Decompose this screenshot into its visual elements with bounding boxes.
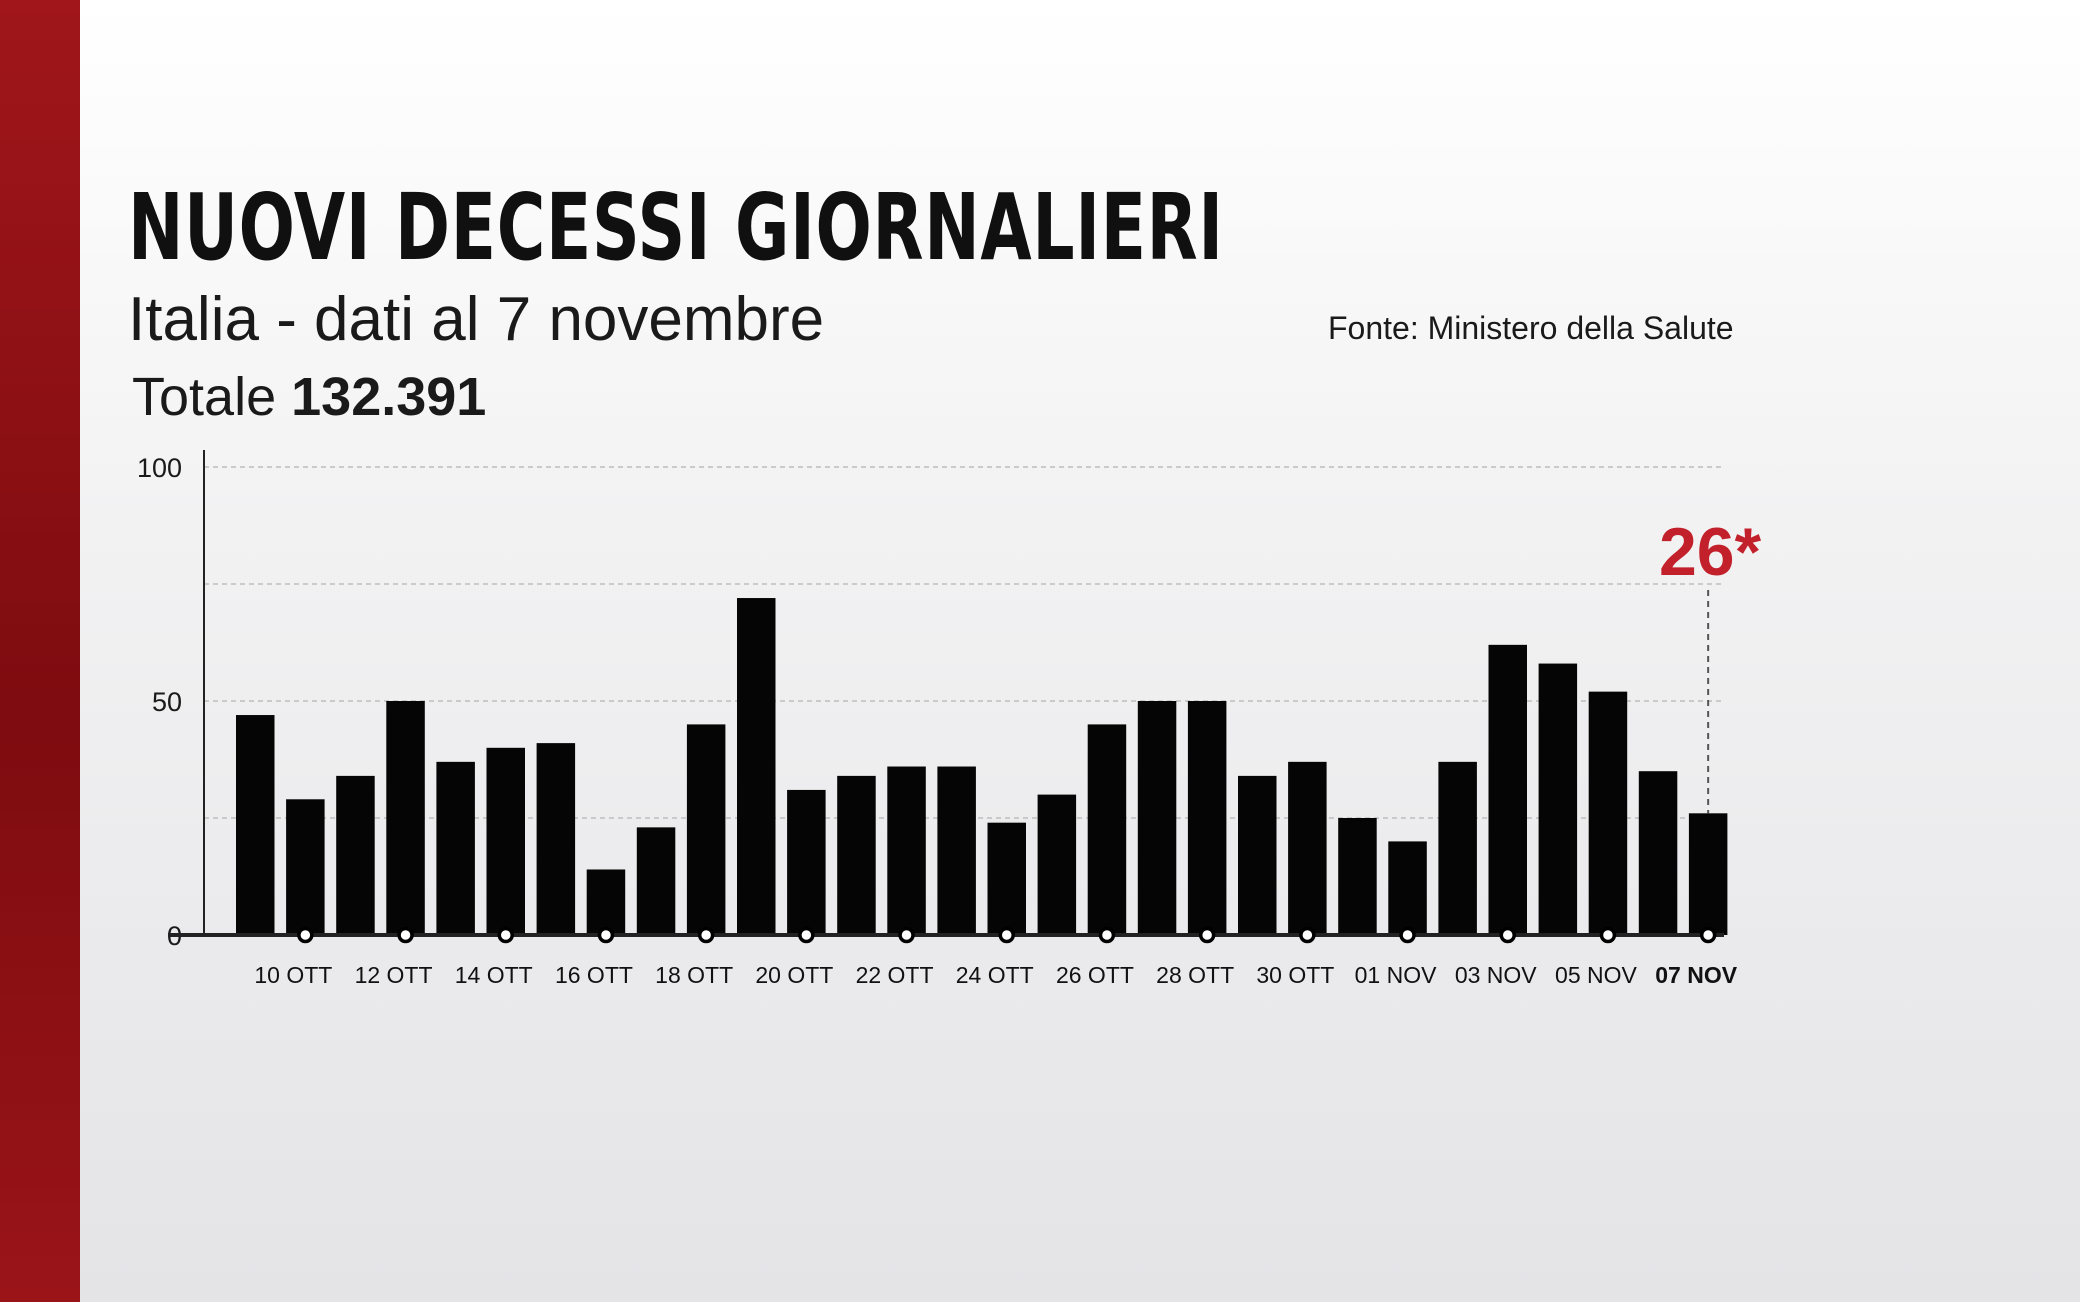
x-tick-label: 18 OTT <box>655 962 733 988</box>
bar <box>737 598 776 935</box>
bar <box>1638 771 1678 935</box>
bar <box>1288 761 1327 935</box>
chart-title: NUOVI DECESSI GIORNALIERI <box>128 174 1224 281</box>
bar <box>1688 813 1728 935</box>
source-note: Fonte: Ministero della Salute <box>1328 310 1734 346</box>
total-line: Totale 132.391 <box>132 366 486 428</box>
y-tick-label: 50 <box>152 687 182 717</box>
bar <box>1388 841 1427 935</box>
x-tick-marker <box>297 926 314 944</box>
total-value: 132.391 <box>291 367 487 427</box>
y-tick-label: 100 <box>137 453 182 483</box>
x-tick-label: 22 OTT <box>856 962 934 988</box>
x-tick-marker <box>397 926 414 944</box>
x-tick-marker <box>798 926 815 944</box>
x-tick-label: 24 OTT <box>956 962 1034 988</box>
chart-subtitle: Italia - dati al 7 novembre <box>128 285 825 354</box>
bar <box>336 775 375 935</box>
x-tick-label: 07 NOV <box>1655 962 1737 988</box>
bar <box>987 822 1026 935</box>
x-tick-labels: 10 OTT 12 OTT 14 OTT 16 OTT 18 OTT 20 OTT 22 O… <box>254 962 1737 988</box>
x-tick-marker <box>1599 926 1617 944</box>
x-tick-marker <box>1399 926 1416 944</box>
x-tick-label: 26 OTT <box>1056 962 1134 988</box>
bar <box>1588 691 1628 935</box>
x-tick-marker <box>1198 926 1216 944</box>
x-tick-label: 05 NOV <box>1555 962 1637 988</box>
annotation: 26* <box>1659 514 1762 814</box>
bar <box>937 766 976 935</box>
x-tick-label: 03 NOV <box>1455 962 1537 988</box>
x-tick-marker <box>497 926 514 944</box>
bar <box>787 789 826 935</box>
x-tick-label: 10 OTT <box>254 962 332 988</box>
bar <box>1087 724 1127 935</box>
x-tick-label: 28 OTT <box>1156 962 1234 988</box>
red-side-band <box>0 0 80 1302</box>
x-tick-label: 30 OTT <box>1256 962 1334 988</box>
axes <box>168 450 1724 937</box>
bar <box>486 747 525 935</box>
x-tick-marker <box>697 926 715 944</box>
x-tick-marker <box>1499 926 1516 944</box>
bar <box>636 827 676 935</box>
x-tick-marker <box>898 926 915 944</box>
x-tick-marker <box>597 926 615 944</box>
bar <box>286 799 325 935</box>
bar <box>536 743 576 935</box>
bar <box>1238 775 1277 935</box>
bar <box>1338 818 1377 935</box>
x-tick-marker <box>1098 926 1116 944</box>
bar <box>837 775 876 935</box>
bar <box>436 761 475 935</box>
bar <box>1187 701 1227 935</box>
x-tick-label: 16 OTT <box>555 962 633 988</box>
total-label: Totale <box>132 367 277 427</box>
x-tick-label: 01 NOV <box>1355 962 1437 988</box>
x-tick-markers <box>297 926 1717 944</box>
y-tick-labels: 050100 <box>137 453 182 951</box>
bar <box>386 701 425 935</box>
x-tick-label: 12 OTT <box>355 962 433 988</box>
annotation-label: 26* <box>1659 514 1762 590</box>
x-tick-marker <box>998 926 1015 944</box>
bar <box>1037 794 1077 935</box>
x-tick-label: 14 OTT <box>455 962 533 988</box>
bar <box>236 715 275 935</box>
bar <box>586 869 626 935</box>
x-tick-label: 20 OTT <box>755 962 833 988</box>
bar <box>1137 701 1177 935</box>
bar <box>887 766 926 935</box>
bar <box>686 724 726 935</box>
bar <box>1538 663 1578 935</box>
bar <box>1488 644 1527 935</box>
bars <box>236 598 1728 935</box>
bar <box>1438 761 1477 935</box>
x-tick-marker <box>1699 926 1717 944</box>
x-tick-marker <box>1299 926 1316 944</box>
